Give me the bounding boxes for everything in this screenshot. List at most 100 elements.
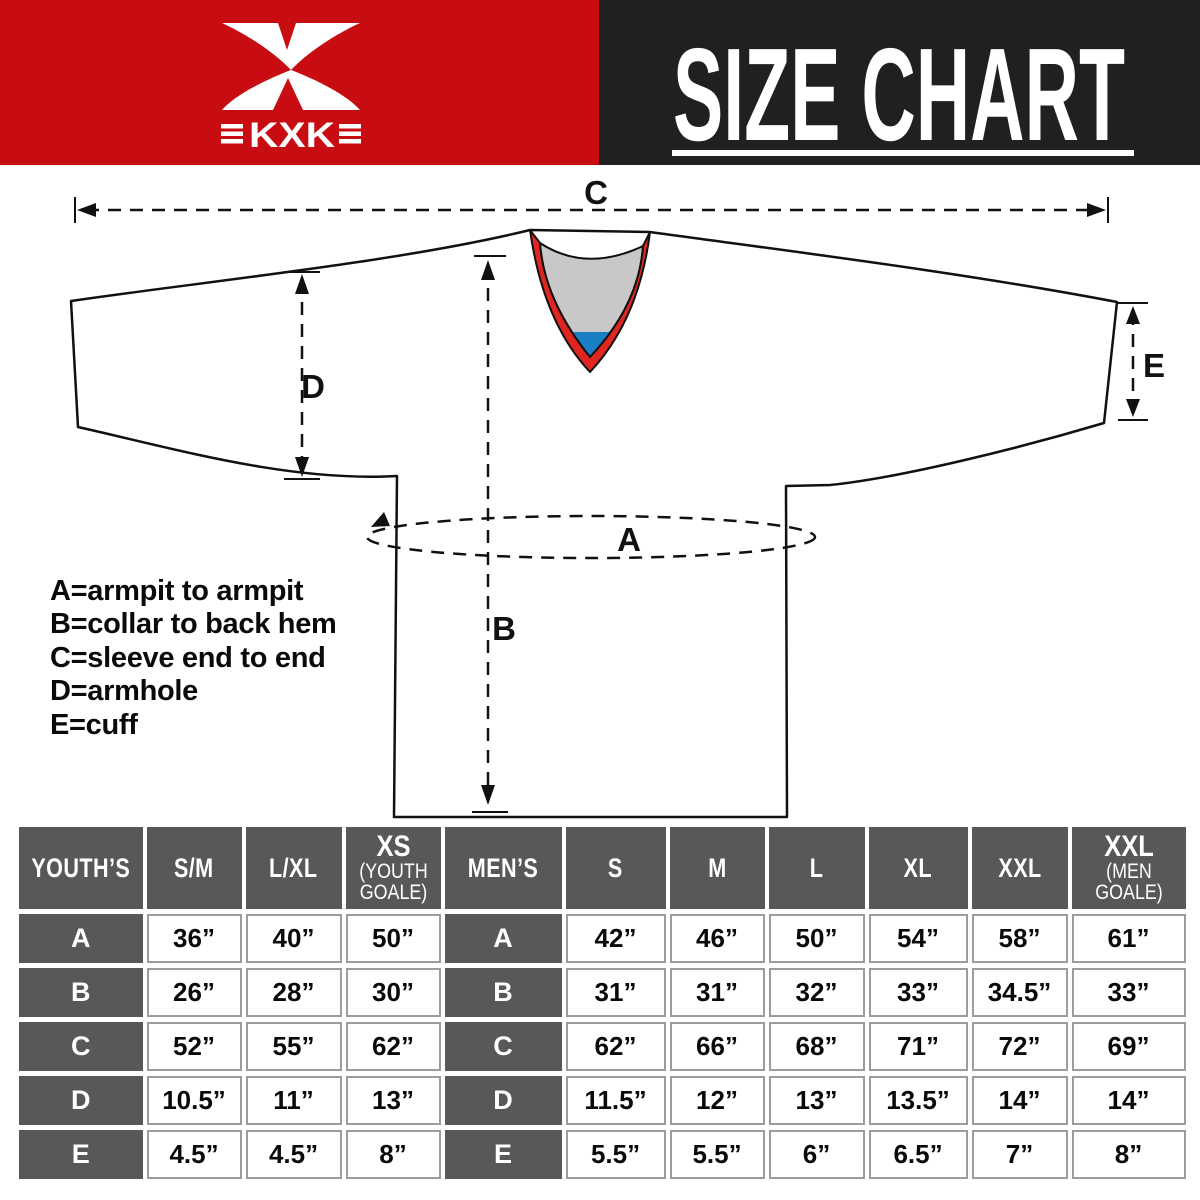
col-header-label: M: [707, 852, 727, 883]
measurement-cell: 13.5”: [868, 1076, 968, 1125]
measurement-cell: 36”: [146, 914, 242, 963]
measurement-cell: 14”: [971, 1076, 1068, 1125]
col-header-xl: XL: [868, 827, 968, 909]
measurement-cell: 52”: [146, 1022, 242, 1071]
triple-bars-right-icon: [339, 124, 361, 144]
page-header: KXK SIZE CHART: [0, 0, 1200, 168]
col-header-label: S/M: [174, 852, 214, 883]
title-art: SIZE CHART: [672, 21, 1134, 168]
measurement-cell: 50”: [768, 914, 865, 963]
row-label: A: [19, 914, 143, 963]
measurement-cell: 69”: [1071, 1022, 1186, 1071]
col-header-label: L: [809, 852, 824, 883]
col-header-xxl: XXL: [971, 827, 1068, 909]
col-header-xs-youth-goalie: XS (YOUTH GOALE): [345, 827, 441, 909]
legend-line-c: C=sleeve end to end: [50, 642, 326, 674]
title-banner: SIZE CHART: [599, 0, 1200, 168]
legend-line-b: B=collar to back hem: [50, 608, 337, 640]
measurement-cell: 46”: [669, 914, 765, 963]
col-header-label: XXL: [997, 852, 1042, 883]
table-header-row: YOUTH’S S/M L/XL XS (YOUTH GOALE) MEN’S …: [19, 827, 1186, 909]
measurement-cell: 4.5”: [146, 1130, 242, 1179]
measurement-cell: 42”: [565, 914, 666, 963]
measurement-cell: 26”: [146, 968, 242, 1017]
col-header-xxl-men-goalie: XXL (MEN GOALE): [1071, 827, 1186, 909]
measurement-cell: 13”: [345, 1076, 441, 1125]
measurement-cell: 11”: [245, 1076, 342, 1125]
measurement-cell: 12”: [669, 1076, 765, 1125]
measure-a-ellipse: [365, 514, 817, 560]
row-label: C: [19, 1022, 143, 1071]
measurement-cell: 5.5”: [669, 1130, 765, 1179]
goalie-size-label: XS: [376, 830, 411, 863]
row-label: C: [444, 1022, 562, 1071]
measurement-cell: 33”: [868, 968, 968, 1017]
measurement-cell: 8”: [345, 1130, 441, 1179]
row-label: D: [444, 1076, 562, 1125]
measurement-cell: 50”: [345, 914, 441, 963]
measure-d-label: D: [301, 368, 325, 405]
legend-line-d: D=armhole: [50, 675, 198, 707]
col-header-youths: YOUTH’S: [19, 827, 143, 909]
measurement-cell: 28”: [245, 968, 342, 1017]
arrowhead-left-icon: [77, 203, 96, 217]
arrowhead-down-icon: [295, 457, 309, 477]
collar-inner-blue: [566, 332, 615, 357]
measurement-cell: 33”: [1071, 968, 1186, 1017]
measurement-cell: 62”: [345, 1022, 441, 1071]
table-row-c: C 52” 55” 62” C 62” 66” 68” 71” 72” 69”: [19, 1022, 1186, 1071]
goalie-sub-label: (YOUTH: [358, 860, 428, 883]
col-header-s: S: [565, 827, 666, 909]
page-title: SIZE CHART: [673, 21, 1125, 165]
measurement-cell: 66”: [669, 1022, 765, 1071]
measurement-cell: 11.5”: [565, 1076, 666, 1125]
table-row-e: E 4.5” 4.5” 8” E 5.5” 5.5” 6” 6.5” 7” 8”: [19, 1130, 1186, 1179]
table-row-a: A 36” 40” 50” A 42” 46” 50” 54” 58” 61”: [19, 914, 1186, 963]
row-label: B: [444, 968, 562, 1017]
legend-line-a: A=armpit to armpit: [50, 575, 304, 607]
goalie-sub-label: GOALE): [1094, 881, 1163, 904]
col-header-mens: MEN’S: [444, 827, 562, 909]
brand-name: KXK: [249, 116, 335, 155]
measurement-cell: 4.5”: [245, 1130, 342, 1179]
measurement-cell: 72”: [971, 1022, 1068, 1071]
measure-b-label: B: [492, 610, 516, 647]
arrowhead-right-icon: [1087, 203, 1106, 217]
measurement-cell: 62”: [565, 1022, 666, 1071]
col-header-label: XL: [903, 852, 933, 883]
measurement-cell: 30”: [345, 968, 441, 1017]
table-row-d: D 10.5” 11” 13” D 11.5” 12” 13” 13.5” 14…: [19, 1076, 1186, 1125]
collar-band-red: [529, 229, 651, 373]
arrowhead-up-icon: [295, 274, 309, 294]
arrowhead-down-icon: [1126, 399, 1140, 417]
kxk-logo-mark-top: [222, 23, 360, 70]
measurement-cell: 5.5”: [565, 1130, 666, 1179]
measurement-cell: 61”: [1071, 914, 1186, 963]
measurement-cell: 32”: [768, 968, 865, 1017]
kxk-logo-mark-bottom: [222, 70, 360, 110]
measurement-cell: 40”: [245, 914, 342, 963]
row-label: E: [444, 1130, 562, 1179]
col-header-label: L/XL: [269, 852, 318, 883]
measurement-cell: 31”: [669, 968, 765, 1017]
row-label: A: [444, 914, 562, 963]
jersey-outline: [69, 228, 1119, 819]
measurement-cell: 54”: [868, 914, 968, 963]
measurement-cell: 6.5”: [868, 1130, 968, 1179]
legend-line-e: E=cuff: [50, 709, 138, 741]
arrowhead-curve-icon: [371, 512, 390, 527]
measurement-cell: 34.5”: [971, 968, 1068, 1017]
measure-c-label: C: [584, 174, 608, 211]
brand-banner: KXK: [0, 0, 599, 165]
triple-bars-left-icon: [221, 124, 243, 144]
title-underline: [672, 150, 1134, 156]
measure-e-label: E: [1143, 347, 1165, 384]
goalie-size-label: XXL: [1103, 830, 1154, 863]
table-row-b: B 26” 28” 30” B 31” 31” 32” 33” 34.5” 33…: [19, 968, 1186, 1017]
measurement-cell: 14”: [1071, 1076, 1186, 1125]
col-header-label: S: [608, 852, 623, 883]
col-header-label: YOUTH’S: [31, 852, 131, 883]
jersey-measurement-diagram: C D B E A A=armpit to armpit B=collar to…: [50, 174, 1165, 819]
col-header-m: M: [669, 827, 765, 909]
